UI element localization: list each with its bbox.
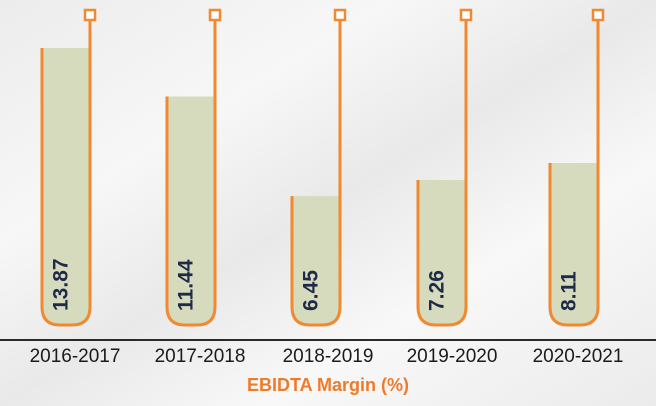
tube-cap (208, 8, 222, 22)
tube-fill (550, 163, 598, 325)
x-tick-label: 2018-2019 (283, 346, 374, 367)
value-label: 8.11 (558, 271, 581, 311)
x-tick-label: 2017-2018 (155, 346, 246, 367)
tube-fill (167, 96, 215, 325)
tube-outline (165, 20, 217, 327)
tube-outline (416, 20, 468, 327)
tube-cap (591, 8, 605, 22)
tube-cap (459, 8, 473, 22)
tube-outline (548, 20, 600, 327)
value-label: 7.26 (426, 270, 449, 311)
tube-outline (290, 20, 342, 327)
tube-cap (333, 8, 347, 22)
value-label: 13.87 (50, 258, 73, 311)
tube-fill (292, 196, 340, 325)
x-tick-label: 2016-2017 (30, 346, 121, 367)
chart-title: EBIDTA Margin (%) (247, 375, 409, 395)
tube-outline (40, 20, 92, 327)
tube-cap (83, 8, 97, 22)
value-label: 11.44 (175, 259, 198, 311)
x-tick-label: 2020-2021 (533, 346, 624, 367)
x-tick-label: 2019-2020 (407, 346, 498, 367)
value-label: 6.45 (300, 270, 323, 311)
tube-fill (418, 180, 466, 325)
tube-fill (42, 48, 90, 325)
